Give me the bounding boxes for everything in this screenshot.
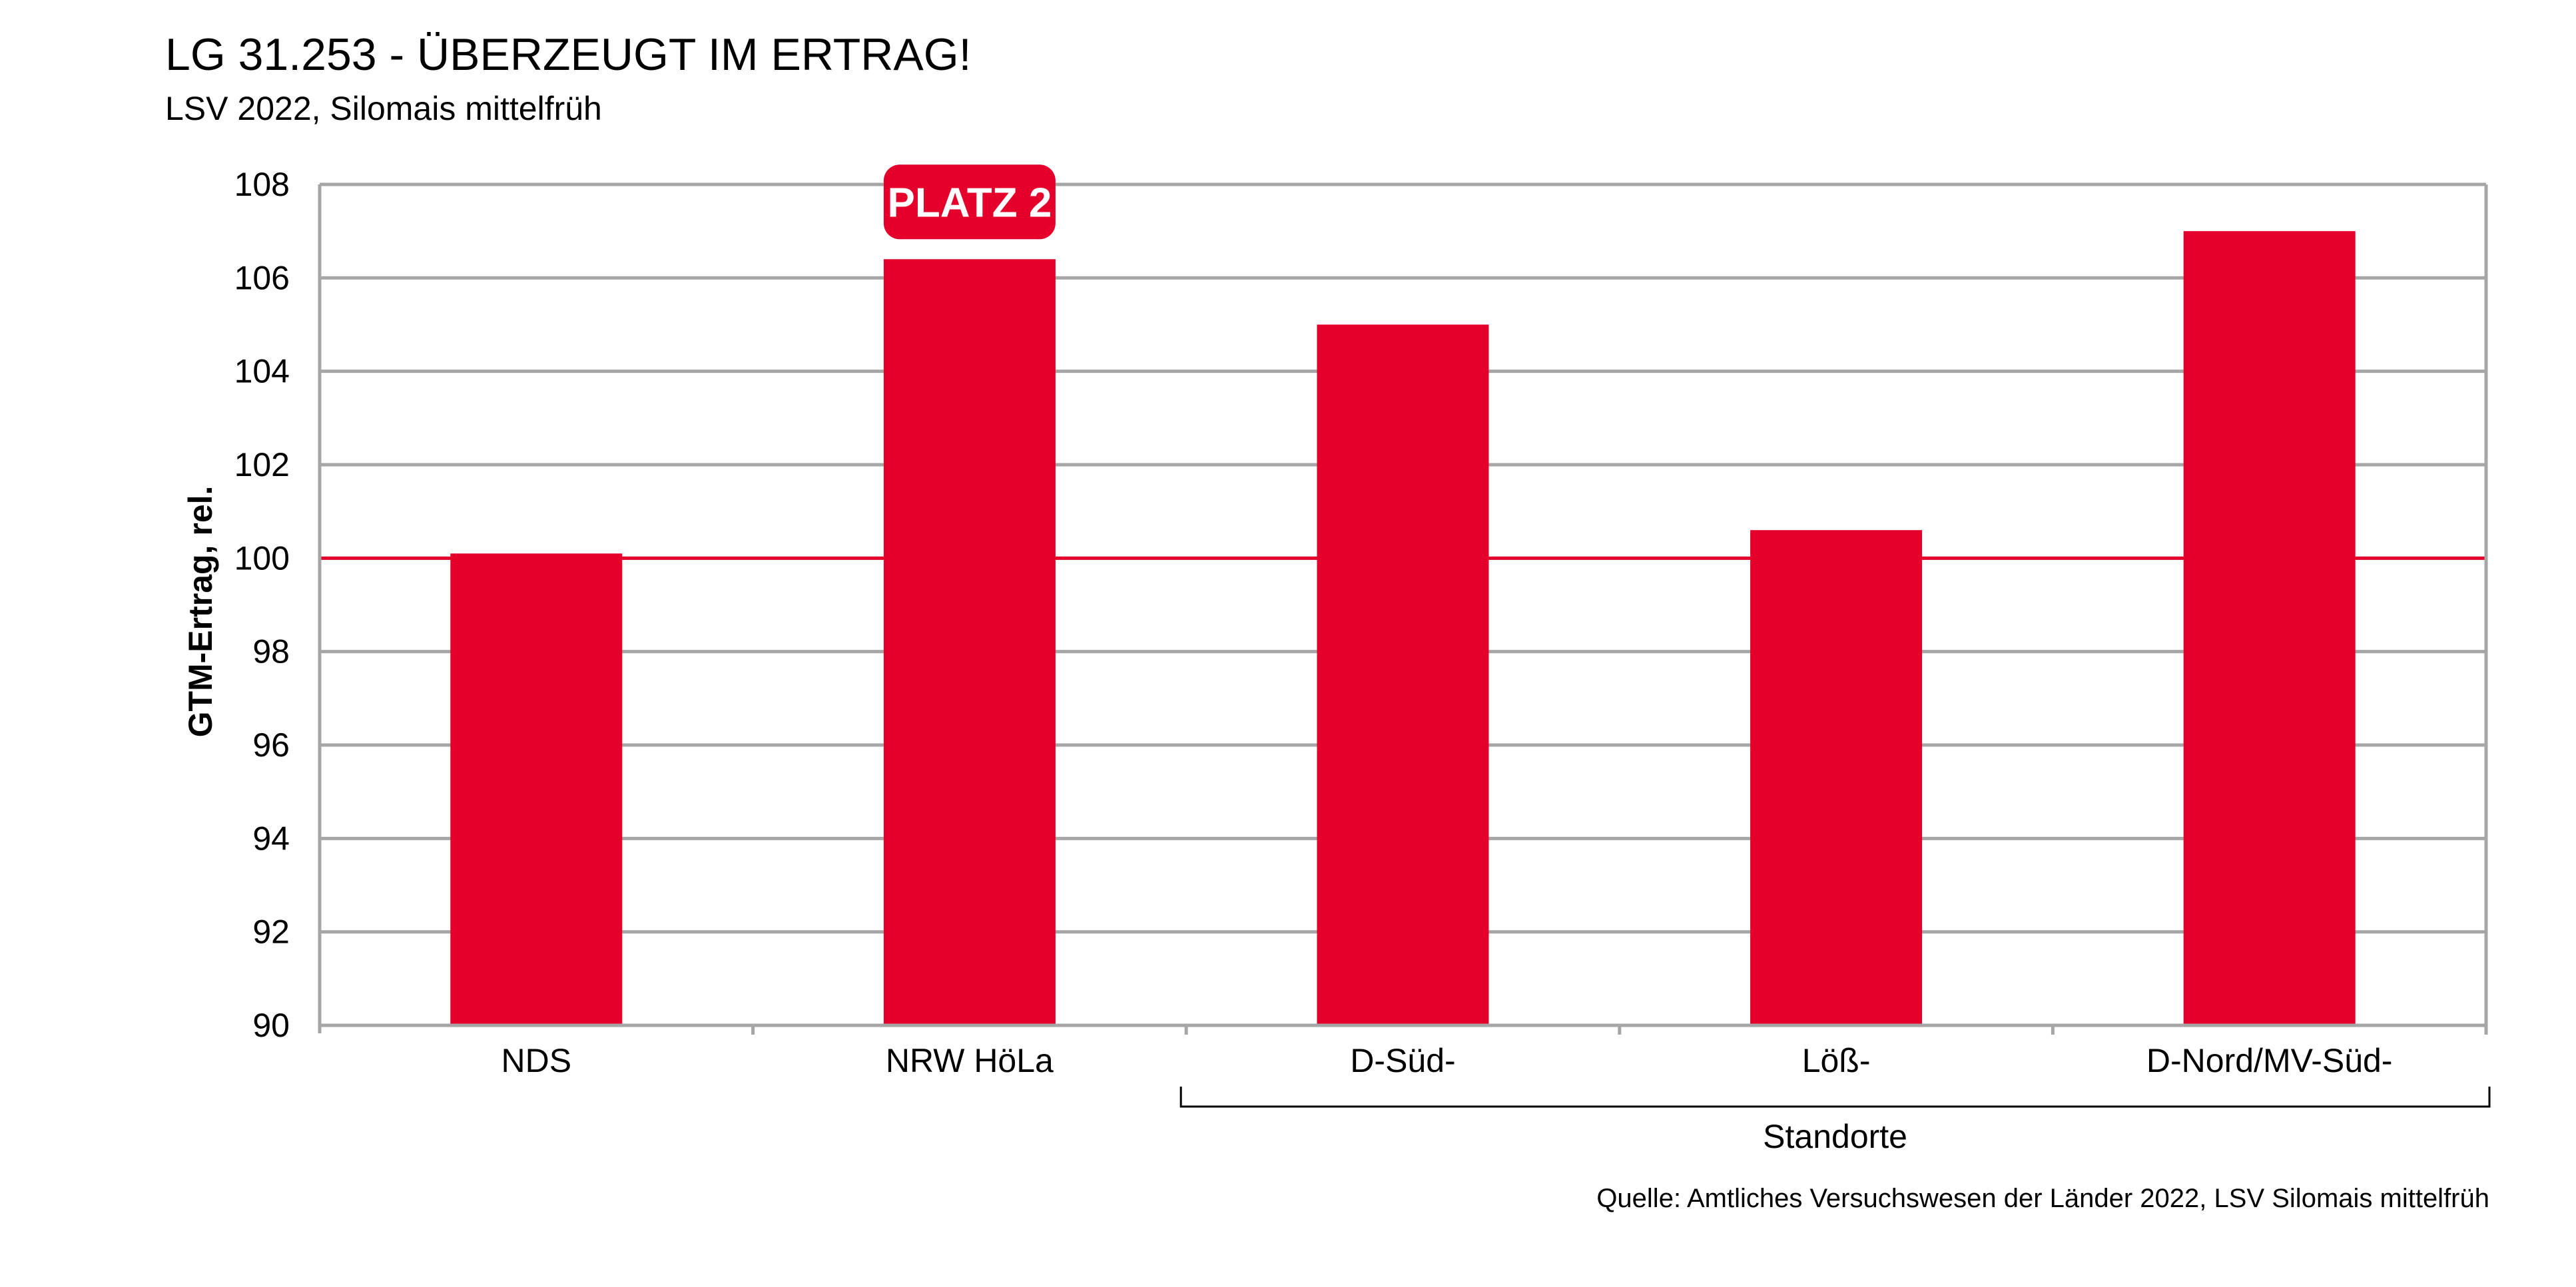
callout-text: PLATZ 2 [887, 180, 1052, 226]
x-tick-label: Löß- [1802, 1042, 1871, 1079]
y-tick-label: 104 [234, 353, 290, 390]
bar [450, 553, 623, 1025]
x-tick-label: NDS [501, 1042, 572, 1079]
y-tick-label: 90 [252, 1007, 290, 1044]
callout-box [883, 164, 1056, 240]
y-tick-label: 98 [252, 633, 290, 670]
y-tick-label: 96 [252, 726, 290, 764]
chart-title: LG 31.253 - ÜBERZEUGT IM ERTRAG! [165, 29, 972, 80]
bar [1317, 324, 1489, 1025]
bar [2183, 231, 2356, 1026]
bar [883, 259, 1056, 1026]
y-tick-label: 106 [234, 259, 290, 296]
y-tick-label: 108 [234, 166, 290, 203]
source-note: Quelle: Amtliches Versuchswesen der Länd… [1596, 1184, 2489, 1213]
y-tick-label: 92 [252, 913, 290, 951]
chart-subtitle: LSV 2022, Silomais mittelfrüh [165, 90, 602, 127]
x-tick-label: NRW HöLa [886, 1042, 1054, 1079]
group-bracket-line [1179, 1087, 2491, 1108]
x-tick-label: D-Nord/MV-Süd- [2146, 1042, 2393, 1079]
axes [318, 184, 2488, 1035]
callout-badge: PLATZ 2 [883, 164, 1056, 240]
bar [1750, 530, 1923, 1025]
x-tick-label: D-Süd- [1350, 1042, 1455, 1079]
y-tick-label: 100 [234, 539, 290, 577]
y-axis-label: GTM-Ertrag, rel. [182, 486, 219, 738]
bars [450, 231, 2356, 1026]
group-label: Standorte [1763, 1118, 1907, 1155]
group-bracket: Standorte [1179, 1087, 2491, 1155]
y-tick-label: 94 [252, 820, 290, 857]
y-tick-label: 102 [234, 446, 290, 483]
tick-labels: 90 92 94 96 98 100 102 104 106 108 NDS NRW HöLa D-Sü… [182, 166, 2392, 1079]
